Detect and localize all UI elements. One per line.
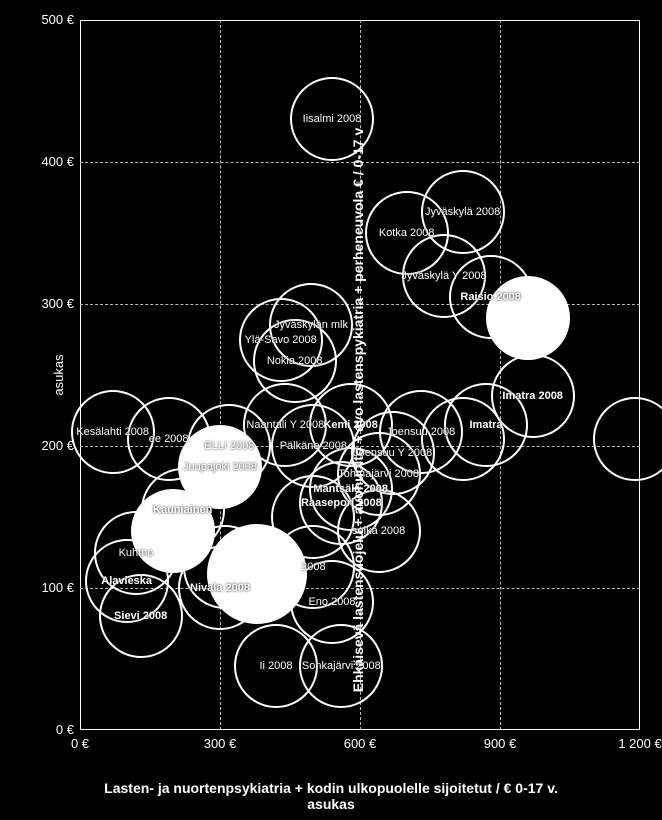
xtick: 600 € [344,736,377,751]
ytick: 100 € [41,580,74,595]
xtick: 1 200 € [618,736,661,751]
bubble [593,397,662,481]
bubble [486,276,570,360]
bubble [131,489,215,573]
x-axis-label: Lasten- ja nuortenpsykiatria + kodin ulk… [51,780,611,812]
bubble-chart: Iisalmi 2008Jyväskylä 2008Kotka 2008Jyvä… [0,0,662,820]
y-axis-label: Ehkäisevä lastensuojelu + avohuolto + av… [350,60,366,760]
xtick: 0 € [71,736,89,751]
ytick: 0 € [56,722,74,737]
ytick: 200 € [41,438,74,453]
x-axis-label-line1: Lasten- ja nuortenpsykiatria + kodin ulk… [104,780,558,796]
xtick: 900 € [484,736,517,751]
ytick: 500 € [41,12,74,27]
xtick: 300 € [204,736,237,751]
bubble [99,574,183,658]
x-axis-label-line2: asukas [307,796,354,812]
bubble [421,397,505,481]
bubble [299,624,383,708]
ytick: 300 € [41,296,74,311]
bubble [207,524,307,624]
y-axis-sublabel: asukas [51,354,66,395]
ytick: 400 € [41,154,74,169]
